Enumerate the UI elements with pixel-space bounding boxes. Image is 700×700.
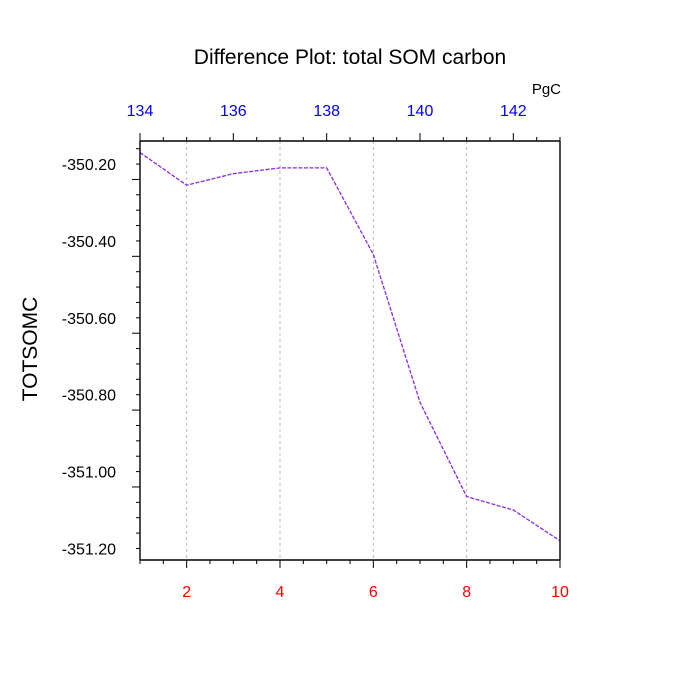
x-tick-label: 6 xyxy=(369,584,378,601)
top-axis-units: PgC xyxy=(532,81,561,98)
top-tick-label: 136 xyxy=(220,103,247,120)
x-tick-label: 2 xyxy=(182,584,191,601)
top-tick-label: 138 xyxy=(313,103,340,120)
top-tick-label: 140 xyxy=(407,103,434,120)
tick-marks xyxy=(132,133,561,568)
tick-labels: 2 4 6 8 10 134 136 138 140 142 -350.20 -350.40 -350.… xyxy=(62,103,569,601)
y-tick-label: -351.00 xyxy=(62,465,116,482)
x-tick-label: 8 xyxy=(462,584,471,601)
x-tick-label: 10 xyxy=(551,584,569,601)
y-tick-label: -350.80 xyxy=(62,388,116,405)
chart-title: Difference Plot: total SOM carbon xyxy=(194,46,506,69)
top-tick-label: 134 xyxy=(127,103,154,120)
y-tick-label: -351.20 xyxy=(62,541,116,558)
y-tick-label: -350.60 xyxy=(62,311,116,328)
series-layer xyxy=(139,151,561,542)
axes xyxy=(139,140,561,561)
x-tick-label: 4 xyxy=(276,584,285,601)
y-tick-label: -350.40 xyxy=(62,234,116,251)
y-axis-label: TOTSOMC xyxy=(19,297,42,402)
top-tick-label: 142 xyxy=(500,103,527,120)
y-tick-label: -350.20 xyxy=(62,157,116,174)
series-line xyxy=(139,151,561,542)
grid-lines xyxy=(186,141,468,560)
